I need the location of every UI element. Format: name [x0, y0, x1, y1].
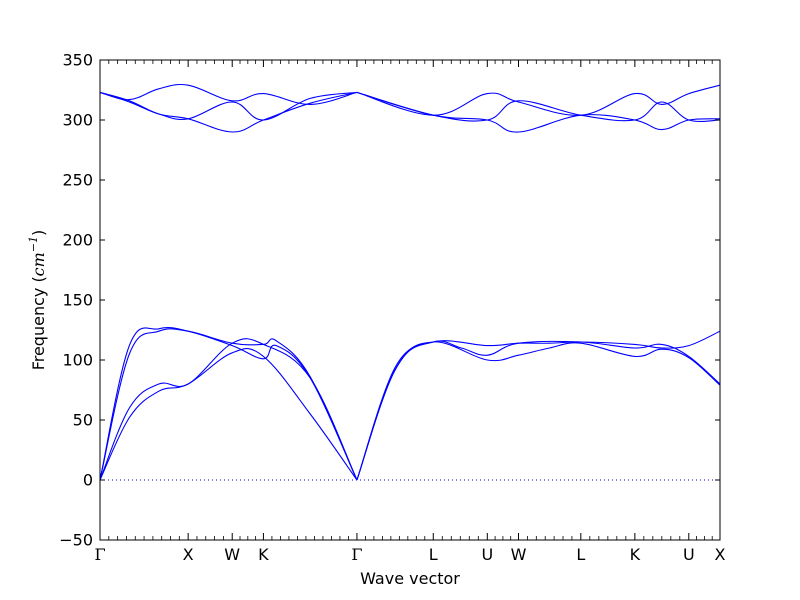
band-line-9 [100, 83, 358, 105]
band-line-11 [356, 91, 720, 133]
x-tick-label: X [715, 545, 726, 564]
axes [99, 59, 721, 541]
y-tick-label: 100 [62, 351, 93, 370]
y-tick-label: 150 [62, 291, 93, 310]
y-axis-title-suffix: ) [29, 230, 48, 236]
y-axis-title: Frequency (cm−1) [27, 230, 48, 371]
y-axis-title-prefix: Frequency ( [29, 276, 48, 370]
plot-frame [99, 59, 721, 541]
x-tick-label: L [576, 545, 585, 564]
x-tick-label: K [630, 545, 641, 564]
y-axis-title-exponent: −1 [27, 236, 40, 252]
x-tick-label: U [683, 545, 695, 564]
band-line-7 [356, 340, 720, 481]
y-tick-label: 250 [62, 171, 93, 190]
x-tick-label: W [224, 545, 240, 564]
band-line-1 [100, 348, 358, 481]
y-axis-title-unit: cm [29, 252, 48, 276]
x-tick-label: Γ [351, 545, 362, 564]
x-tick-label: L [429, 545, 438, 564]
y-tick-label: 50 [73, 411, 93, 430]
band-line-3 [100, 327, 358, 481]
band-line-8 [100, 91, 358, 133]
tick-marks [99, 59, 721, 541]
x-tick-label: K [258, 545, 269, 564]
band-lines [100, 83, 720, 481]
y-tick-label: 300 [62, 111, 93, 130]
band-line-5 [356, 341, 720, 481]
x-axis-title: Wave vector [360, 569, 460, 588]
y-tick-label: −50 [59, 531, 93, 550]
band-line-6 [356, 330, 720, 481]
y-tick-label: 350 [62, 51, 93, 70]
band-line-13 [356, 91, 720, 122]
x-tick-label: U [481, 545, 493, 564]
band-line-4 [100, 328, 358, 481]
x-tick-label: W [511, 545, 527, 564]
x-tick-label: X [183, 545, 194, 564]
band-line-2 [100, 338, 358, 481]
y-tick-label: 200 [62, 231, 93, 250]
band-line-10 [100, 91, 358, 121]
x-tick-label: Γ [94, 545, 105, 564]
y-tick-label: 0 [83, 471, 93, 490]
band-line-12 [356, 84, 720, 116]
